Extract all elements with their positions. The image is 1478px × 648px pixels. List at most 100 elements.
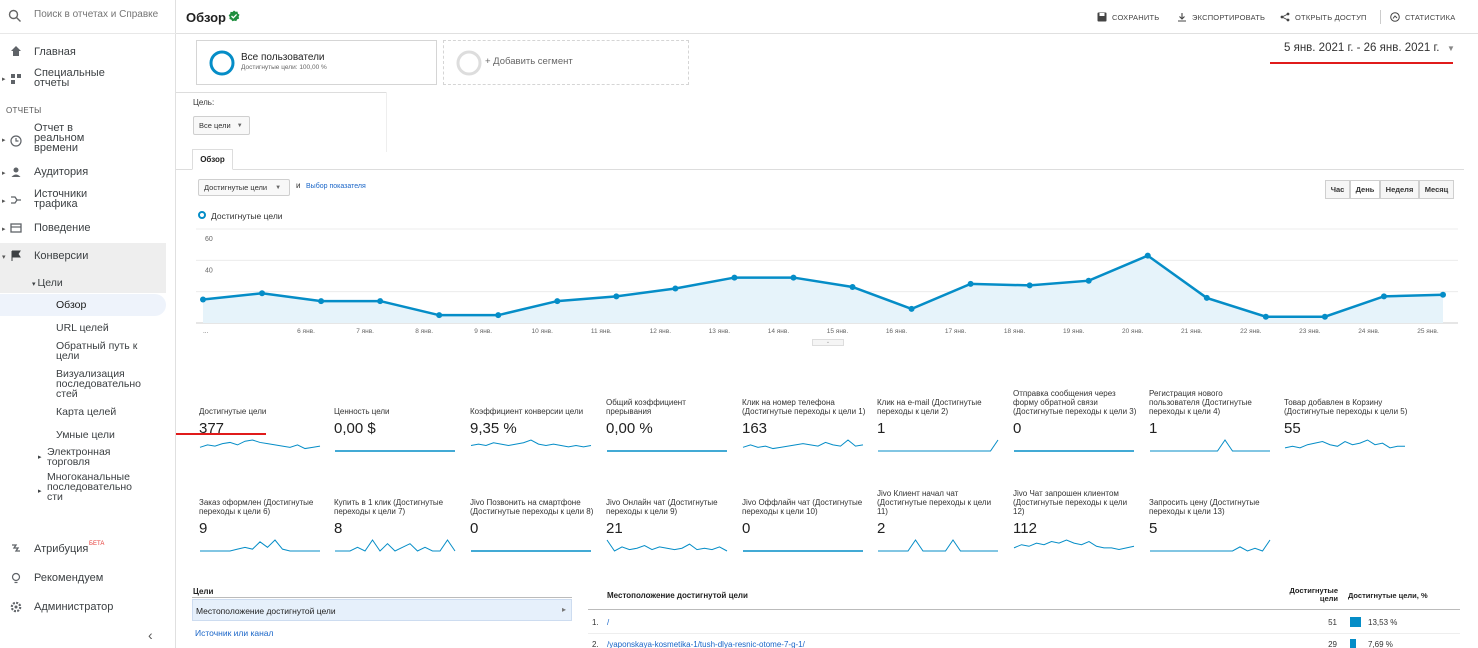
nav-admin[interactable]: Администратор [0, 601, 166, 615]
sparkline-path [199, 439, 321, 450]
granularity-button[interactable]: День [1350, 180, 1380, 199]
metric-card[interactable]: Запросить цену (Достигнутые переходы к ц… [1149, 468, 1274, 553]
x-tick-label: 6 янв. [297, 328, 315, 335]
sparkline [607, 450, 727, 452]
metric-card[interactable]: Клик на e-mail (Достигнутые переходы к ц… [877, 368, 1002, 453]
data-point[interactable] [377, 298, 384, 305]
row-number: 1. [592, 618, 599, 627]
data-point[interactable] [1321, 313, 1328, 320]
metric-card[interactable]: Заказ оформлен (Достигнутые переходы к ц… [199, 468, 324, 553]
data-point[interactable] [1380, 293, 1387, 300]
nav-reverse-goal-path[interactable]: Обратный путь к цели [56, 340, 138, 362]
data-point[interactable] [908, 305, 915, 312]
metric-card[interactable]: Общий коэффициент прерывания 0,00 % [606, 368, 731, 453]
metric-card[interactable]: Jivo Позвонить на смартфоне (Достигнутые… [470, 468, 595, 553]
sparkline [471, 550, 591, 552]
metric-value: 9 [199, 520, 208, 537]
add-segment[interactable]: + Добавить сегмент [443, 40, 689, 85]
date-range-picker[interactable]: 5 янв. 2021 г. - 26 янв. 2021 г. [1284, 42, 1440, 54]
divider [176, 92, 386, 93]
metric-card[interactable]: Купить в 1 клик (Достигнутые переходы к … [334, 468, 459, 553]
nav-goals[interactable]: ▾ Цели [32, 278, 63, 290]
chart-resize-handle[interactable]: ⌄ [812, 339, 844, 346]
goals-row-link[interactable]: Источник или канал [195, 628, 274, 638]
data-point[interactable] [1262, 313, 1269, 320]
nav-funnel-visualization[interactable]: Визуализация последовательно стей [56, 368, 141, 400]
sparkline-path [606, 539, 728, 552]
data-point[interactable] [790, 274, 797, 281]
nav-goals-overview[interactable]: Обзор [56, 299, 87, 311]
data-point[interactable] [1203, 294, 1210, 301]
collapse-sidebar-icon[interactable]: ‹ [148, 627, 153, 643]
nav-smart-goals[interactable]: Умные цели [56, 429, 115, 441]
row-path-link[interactable]: /yaponskaya-kosmetika-1/tush-dlya-resnic… [607, 640, 805, 648]
nav-goal-urls[interactable]: URL целей [56, 322, 109, 334]
goal-select[interactable]: Все цели ▼ [193, 116, 250, 135]
data-point[interactable] [849, 283, 856, 290]
nav-custom-reports[interactable]: ▸ Специальные отчеты [0, 66, 166, 92]
goal-option-label: Цель: [193, 98, 215, 107]
tab-overview[interactable]: Обзор [192, 149, 233, 170]
data-point[interactable] [1440, 291, 1446, 298]
metric-card[interactable]: Ценность цели 0,00 $ [334, 368, 459, 453]
data-point[interactable] [967, 280, 974, 287]
nav-realtime[interactable]: ▸ Отчет в реальном времени [0, 121, 166, 157]
metric-select[interactable]: Достигнутые цели ▼ [198, 179, 290, 196]
save-icon [1097, 12, 1107, 22]
metric-card[interactable]: Jivo Оффлайн чат (Достигнутые переходы к… [742, 468, 867, 553]
metric-card[interactable]: Jivo Клиент начал чат (Достигнутые перех… [877, 468, 1002, 553]
export-button[interactable]: ЭКСПОРТИРОВАТЬ [1177, 12, 1265, 22]
expand-arrow-icon: ▸ [2, 226, 6, 233]
metric-card[interactable]: Товар добавлен в Корзину (Достигнутые пе… [1284, 368, 1409, 453]
select-metric-link[interactable]: Выбор показателя [306, 183, 366, 190]
share-button[interactable]: ОТКРЫТЬ ДОСТУП [1280, 12, 1367, 22]
chevron-down-icon: ▼ [275, 184, 282, 191]
nav-home[interactable]: Главная [0, 44, 166, 60]
data-point[interactable] [1085, 277, 1092, 284]
location-table-header: Местоположение достигнутой цели [607, 591, 748, 600]
nav-admin-label: Администратор [34, 601, 114, 613]
segment-subtitle: Достигнутые цели: 100,00 % [241, 64, 327, 71]
data-point[interactable] [1026, 282, 1033, 289]
nav-goal-flow[interactable]: Карта целей [56, 406, 117, 418]
save-button[interactable]: СОХРАНИТЬ [1097, 12, 1159, 22]
nav-audience[interactable]: ▸ Аудитория [0, 166, 166, 180]
metric-card[interactable]: Jivo Онлайн чат (Достигнутые переходы к … [606, 468, 731, 553]
insights-button[interactable]: СТАТИСТИКА [1390, 12, 1455, 22]
metric-card[interactable]: Jivo Чат запрошен клиентом (Достигнутые … [1013, 468, 1138, 553]
data-point[interactable] [731, 274, 738, 281]
metric-title: Коэффициент конверсии цели [470, 407, 584, 416]
nav-behavior[interactable]: ▸ Поведение [0, 222, 166, 236]
nav-acquisition[interactable]: ▸ Источники трафика [0, 188, 166, 212]
sparkline [335, 450, 455, 452]
data-point[interactable] [613, 293, 620, 300]
data-point[interactable] [436, 312, 443, 319]
data-point[interactable] [554, 298, 561, 305]
granularity-button[interactable]: Месяц [1419, 180, 1454, 199]
segment-all-users[interactable]: Все пользователи Достигнутые цели: 100,0… [196, 40, 437, 85]
data-point[interactable] [318, 298, 325, 305]
data-point[interactable] [1144, 252, 1151, 259]
granularity-button[interactable]: Час [1325, 180, 1350, 199]
data-point[interactable] [259, 290, 266, 297]
metric-card[interactable]: Достигнутые цели 377 [199, 368, 324, 453]
date-dropdown-icon[interactable]: ▼ [1447, 44, 1455, 53]
granularity-button[interactable]: Неделя [1380, 180, 1419, 199]
metric-card[interactable]: Клик на номер телефона (Достигнутые пере… [742, 368, 867, 453]
data-point[interactable] [495, 312, 502, 319]
data-point[interactable] [200, 296, 206, 303]
nav-attribution[interactable]: Атрибуция БЕТА [0, 541, 166, 557]
row-path-link[interactable]: / [607, 618, 610, 627]
search-box[interactable] [0, 0, 176, 34]
nav-conversions[interactable]: ▾ Конверсии [0, 250, 166, 264]
metric-card[interactable]: Коэффициент конверсии цели 9,35 % [470, 368, 595, 453]
x-tick-label: 16 янв. [886, 328, 908, 335]
search-input[interactable] [34, 9, 168, 20]
data-point[interactable] [672, 285, 679, 292]
top-bar: Обзор СОХРАНИТЬ ЭКСПОРТИРОВАТЬ ОТКРЫТЬ Д… [176, 0, 1478, 34]
x-tick-label: 9 янв. [474, 328, 492, 335]
nav-discover[interactable]: Рекомендуем [0, 572, 166, 586]
metric-card[interactable]: Регистрация нового пользователя (Достигн… [1149, 368, 1274, 453]
goals-row-active[interactable]: Местоположение достигнутой цели ▸ [192, 599, 572, 621]
metric-card[interactable]: Отправка сообщения через форму обратной … [1013, 368, 1138, 453]
